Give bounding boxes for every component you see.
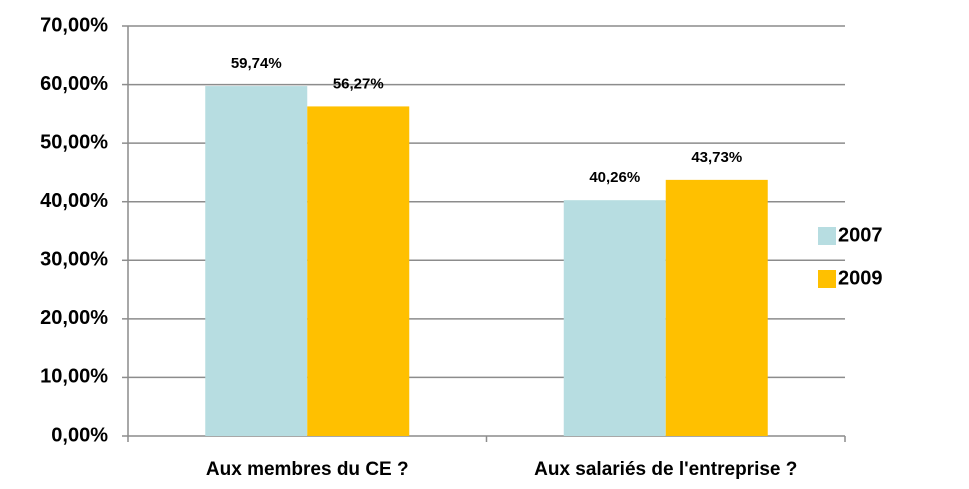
y-tick-label: 0,00% <box>51 424 108 446</box>
y-tick-label: 10,00% <box>40 366 108 388</box>
y-tick-label: 50,00% <box>40 131 108 153</box>
bar <box>563 200 666 436</box>
value-label: 43,73% <box>691 149 742 166</box>
value-label: 56,27% <box>333 75 384 92</box>
value-label: 40,26% <box>589 169 640 186</box>
bar <box>307 106 410 436</box>
legend-swatch <box>818 227 836 245</box>
legend-label: 2007 <box>838 224 883 246</box>
x-tick-label: Aux salariés de l'entreprise ? <box>534 459 797 480</box>
y-tick-label: 40,00% <box>40 190 108 212</box>
bar <box>205 86 308 436</box>
y-tick-label: 70,00% <box>40 14 108 36</box>
bar <box>665 179 768 437</box>
y-tick-label: 60,00% <box>40 73 108 95</box>
y-tick-label: 20,00% <box>40 307 108 329</box>
x-tick-label: Aux membres du CE ? <box>206 459 409 480</box>
value-label: 59,74% <box>231 55 282 72</box>
legend-swatch <box>818 270 836 288</box>
y-tick-label: 30,00% <box>40 249 108 271</box>
legend-label: 2009 <box>838 267 883 289</box>
